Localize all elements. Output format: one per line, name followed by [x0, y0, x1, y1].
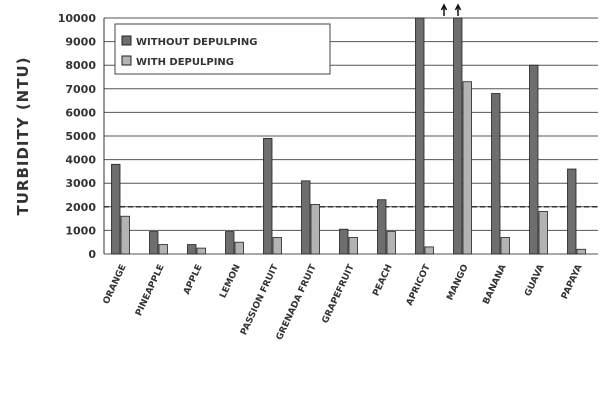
bar-with-depulping: [424, 246, 434, 255]
bar-with-depulping: [272, 237, 282, 255]
x-category-label: GUAVA: [523, 263, 546, 298]
bar-without-depulping: [149, 231, 159, 255]
bar-with-depulping: [500, 237, 510, 255]
y-tick-label: 8000: [65, 59, 96, 72]
legend: WITHOUT DEPULPING WITH DEPULPING: [114, 23, 331, 75]
bar-without-depulping: [339, 228, 349, 255]
y-tick-label: 7000: [65, 83, 96, 96]
y-tick-label: 5000: [65, 130, 96, 143]
y-tick-label: 0: [88, 248, 96, 261]
y-tick-labels: 0 1000 2000 3000 4000 5000 6000 7000 8000 9000 100…: [58, 12, 97, 261]
y-tick-label: 1000: [65, 224, 96, 237]
x-category-label: GRAPEFRUIT: [321, 262, 357, 325]
legend-swatch-without: [121, 35, 132, 46]
x-category-label: BANANA: [482, 263, 509, 306]
x-category-label: GRENADA FRUIT: [275, 262, 319, 342]
bar-without-depulping: [415, 17, 425, 255]
bar-without-depulping: [377, 199, 387, 255]
bar-with-depulping: [196, 247, 206, 255]
bar-without-depulping: [491, 93, 501, 255]
bar-with-depulping: [310, 204, 320, 255]
bar-without-depulping: [263, 137, 273, 255]
x-category-label: LEMON: [218, 263, 242, 300]
bar-with-depulping: [386, 231, 396, 255]
legend-label-without: WITHOUT DEPULPING: [136, 37, 257, 48]
legend-label-with: WITH DEPULPING: [136, 57, 234, 68]
bar-without-depulping: [301, 180, 311, 255]
bars: [111, 17, 586, 255]
bar-with-depulping: [538, 211, 548, 255]
bar-without-depulping: [225, 231, 235, 255]
y-tick-label: 3000: [65, 177, 96, 190]
x-category-label: ORANGE: [102, 263, 129, 306]
y-tick-label: 9000: [65, 36, 96, 49]
overflow-arrow: [454, 3, 462, 16]
bar-with-depulping: [120, 215, 130, 255]
bar-with-depulping: [462, 81, 472, 255]
x-category-label: APPLE: [182, 263, 205, 296]
x-category-label: MANGO: [445, 263, 470, 302]
y-axis-label: TURBIDITY (NTU): [14, 56, 32, 215]
bar-without-depulping: [567, 168, 577, 255]
bar-without-depulping: [453, 17, 463, 255]
legend-box: [114, 23, 331, 75]
bar-with-depulping: [158, 244, 168, 255]
overflow-arrow: [440, 3, 448, 16]
x-category-label: PASSION FRUIT: [239, 262, 281, 337]
x-category-label: APRICOT: [405, 262, 433, 307]
x-category-label: PAPAYA: [560, 263, 585, 301]
y-tick-label: 6000: [65, 106, 96, 119]
x-category-label: PINEAPPLE: [134, 263, 167, 318]
x-category-label: PEACH: [371, 263, 394, 298]
y-tick-label: 10000: [58, 12, 97, 25]
y-tick-label: 2000: [65, 201, 96, 214]
bar-with-depulping: [576, 248, 586, 255]
y-tick-label: 4000: [65, 154, 96, 167]
legend-swatch-with: [121, 55, 132, 66]
bar-with-depulping: [234, 241, 244, 255]
bar-without-depulping: [529, 64, 539, 255]
bar-without-depulping: [187, 244, 197, 255]
bar-without-depulping: [111, 163, 121, 255]
bar-with-depulping: [348, 237, 358, 255]
overflow-arrows: [440, 3, 462, 16]
